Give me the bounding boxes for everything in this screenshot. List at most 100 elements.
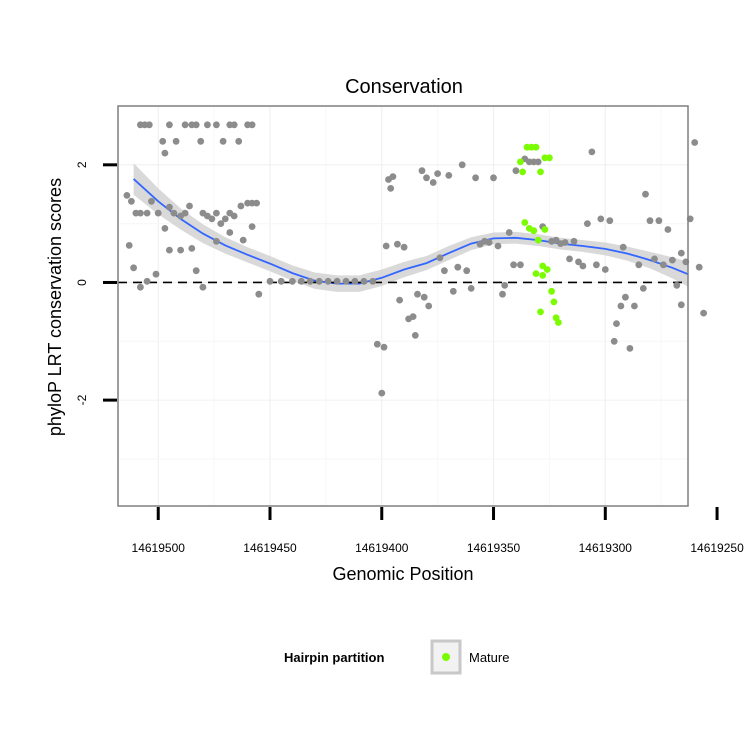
data-point	[499, 290, 506, 298]
data-point	[429, 179, 437, 186]
legend-mature-label: Mature	[469, 650, 509, 665]
data-point	[394, 240, 401, 248]
data-point	[181, 121, 189, 129]
chart-title: Conservation	[345, 76, 463, 98]
data-point	[420, 293, 428, 301]
data-point	[610, 337, 618, 345]
confidence-ribbon	[133, 163, 689, 292]
data-point	[389, 173, 397, 181]
data-point	[414, 290, 421, 298]
data-point	[130, 264, 138, 272]
mature-point	[555, 319, 562, 326]
data-point	[441, 267, 448, 275]
data-point	[197, 137, 205, 145]
mature-point	[530, 227, 538, 235]
data-point	[579, 262, 587, 270]
data-point	[143, 209, 151, 217]
data-point	[382, 242, 390, 250]
data-point	[454, 263, 462, 271]
data-point	[575, 258, 582, 266]
data-point	[534, 158, 542, 166]
data-point	[423, 174, 430, 182]
data-point	[588, 148, 596, 156]
data-point	[434, 170, 441, 178]
data-point	[237, 202, 245, 210]
data-point	[378, 389, 386, 397]
data-point	[127, 197, 135, 205]
data-point	[199, 283, 207, 291]
data-point	[512, 167, 520, 175]
data-point	[517, 261, 524, 269]
mature-point	[519, 168, 526, 176]
data-point	[673, 282, 681, 289]
data-point	[152, 270, 160, 278]
data-point	[664, 226, 672, 233]
data-point	[161, 225, 169, 232]
data-point	[219, 137, 227, 145]
data-point	[324, 277, 332, 285]
y-axis-title: phyloP LRT conservation scores	[45, 178, 65, 436]
data-point	[177, 246, 185, 254]
data-point	[208, 215, 216, 223]
data-point	[161, 149, 169, 157]
legend-title: Hairpin partition	[284, 650, 384, 665]
data-point	[255, 290, 263, 298]
data-point	[617, 302, 625, 310]
data-point	[669, 256, 676, 264]
data-point	[248, 223, 256, 231]
data-point	[677, 249, 685, 257]
data-point	[204, 121, 211, 129]
data-point	[458, 161, 466, 169]
data-point	[213, 209, 220, 217]
data-point	[660, 261, 667, 269]
data-point	[445, 172, 453, 179]
data-point	[230, 212, 238, 220]
y-tick-label: 2	[75, 161, 89, 168]
data-point	[501, 282, 509, 289]
data-point	[646, 217, 654, 225]
data-point	[172, 137, 180, 145]
data-point	[306, 277, 314, 285]
legend-key-box	[430, 639, 462, 675]
data-point	[566, 255, 573, 263]
data-point	[360, 277, 368, 285]
data-point	[181, 209, 189, 217]
mature-point	[539, 272, 547, 279]
data-point	[619, 243, 627, 251]
data-point	[409, 313, 417, 320]
mature-point	[543, 266, 551, 273]
data-point	[606, 217, 614, 225]
data-point	[436, 254, 444, 262]
data-point	[467, 285, 475, 292]
data-point	[248, 121, 256, 129]
data-point	[213, 121, 220, 129]
data-point	[137, 209, 144, 217]
x-tick-label: 14619250	[690, 541, 744, 555]
data-point	[631, 302, 638, 310]
data-point	[593, 261, 600, 269]
mature-points	[517, 143, 562, 326]
data-point	[123, 192, 131, 199]
data-point	[635, 261, 643, 269]
data-point	[213, 237, 220, 245]
data-point	[400, 243, 408, 251]
data-point	[380, 343, 388, 351]
data-point	[226, 229, 234, 236]
data-point	[626, 345, 634, 352]
data-point	[188, 245, 196, 252]
mature-point	[537, 308, 544, 316]
data-point	[125, 242, 133, 249]
data-point	[418, 167, 426, 175]
data-point	[425, 302, 433, 310]
data-point	[137, 283, 144, 291]
data-point	[396, 296, 403, 304]
data-point	[597, 215, 605, 223]
data-point	[221, 215, 229, 223]
mature-point	[532, 270, 540, 277]
data-point	[691, 139, 699, 146]
data-point	[192, 267, 200, 275]
data-point	[490, 174, 497, 182]
data-point	[463, 267, 471, 275]
data-point	[561, 239, 569, 246]
data-point	[170, 209, 178, 217]
